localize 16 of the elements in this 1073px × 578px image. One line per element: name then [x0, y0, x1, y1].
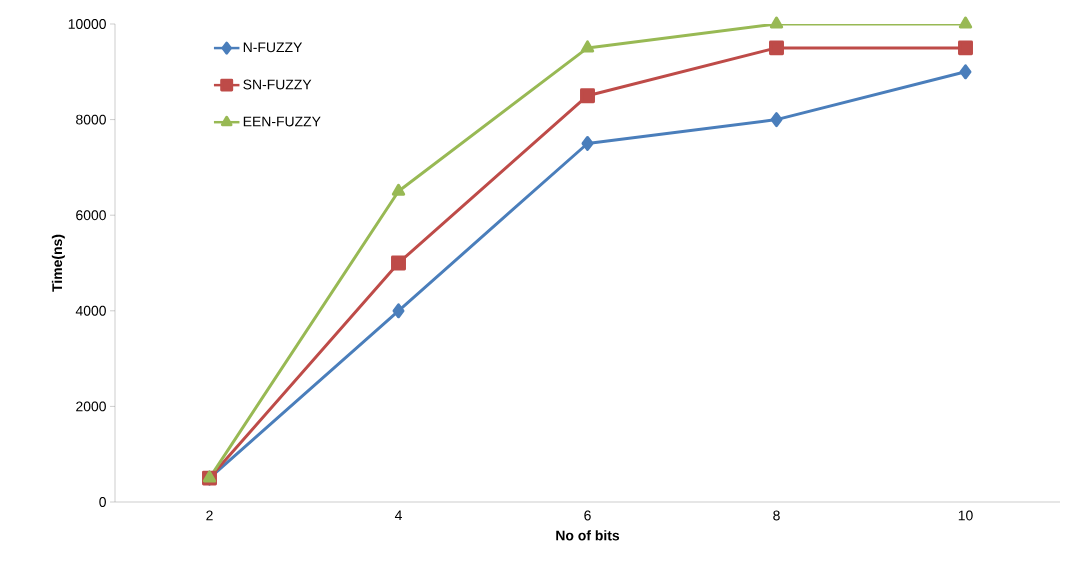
legend-label: N-FUZZY	[243, 42, 303, 53]
x-tick-label: 2	[206, 510, 213, 521]
y-tick-label: 4000	[75, 305, 106, 316]
y-tick-label: 8000	[76, 114, 106, 125]
x-tick-label: 10	[958, 510, 973, 521]
y-tick-label: 2000	[76, 401, 106, 412]
legend-label: SN-FUZZY	[243, 79, 312, 90]
y-tick-label: 0	[99, 497, 106, 507]
y-tick-label: 6000	[76, 210, 106, 221]
x-tick-label: 6	[584, 510, 591, 521]
x-tick-label: 4	[394, 510, 402, 521]
x-tick-label: 8	[773, 510, 780, 521]
y-tick-label: 10000	[68, 19, 106, 29]
legend-label: EEN-FUZZY	[243, 116, 321, 127]
x-axis-title: No of bits	[556, 530, 620, 541]
y-axis-title: Time(ns)	[51, 234, 65, 292]
